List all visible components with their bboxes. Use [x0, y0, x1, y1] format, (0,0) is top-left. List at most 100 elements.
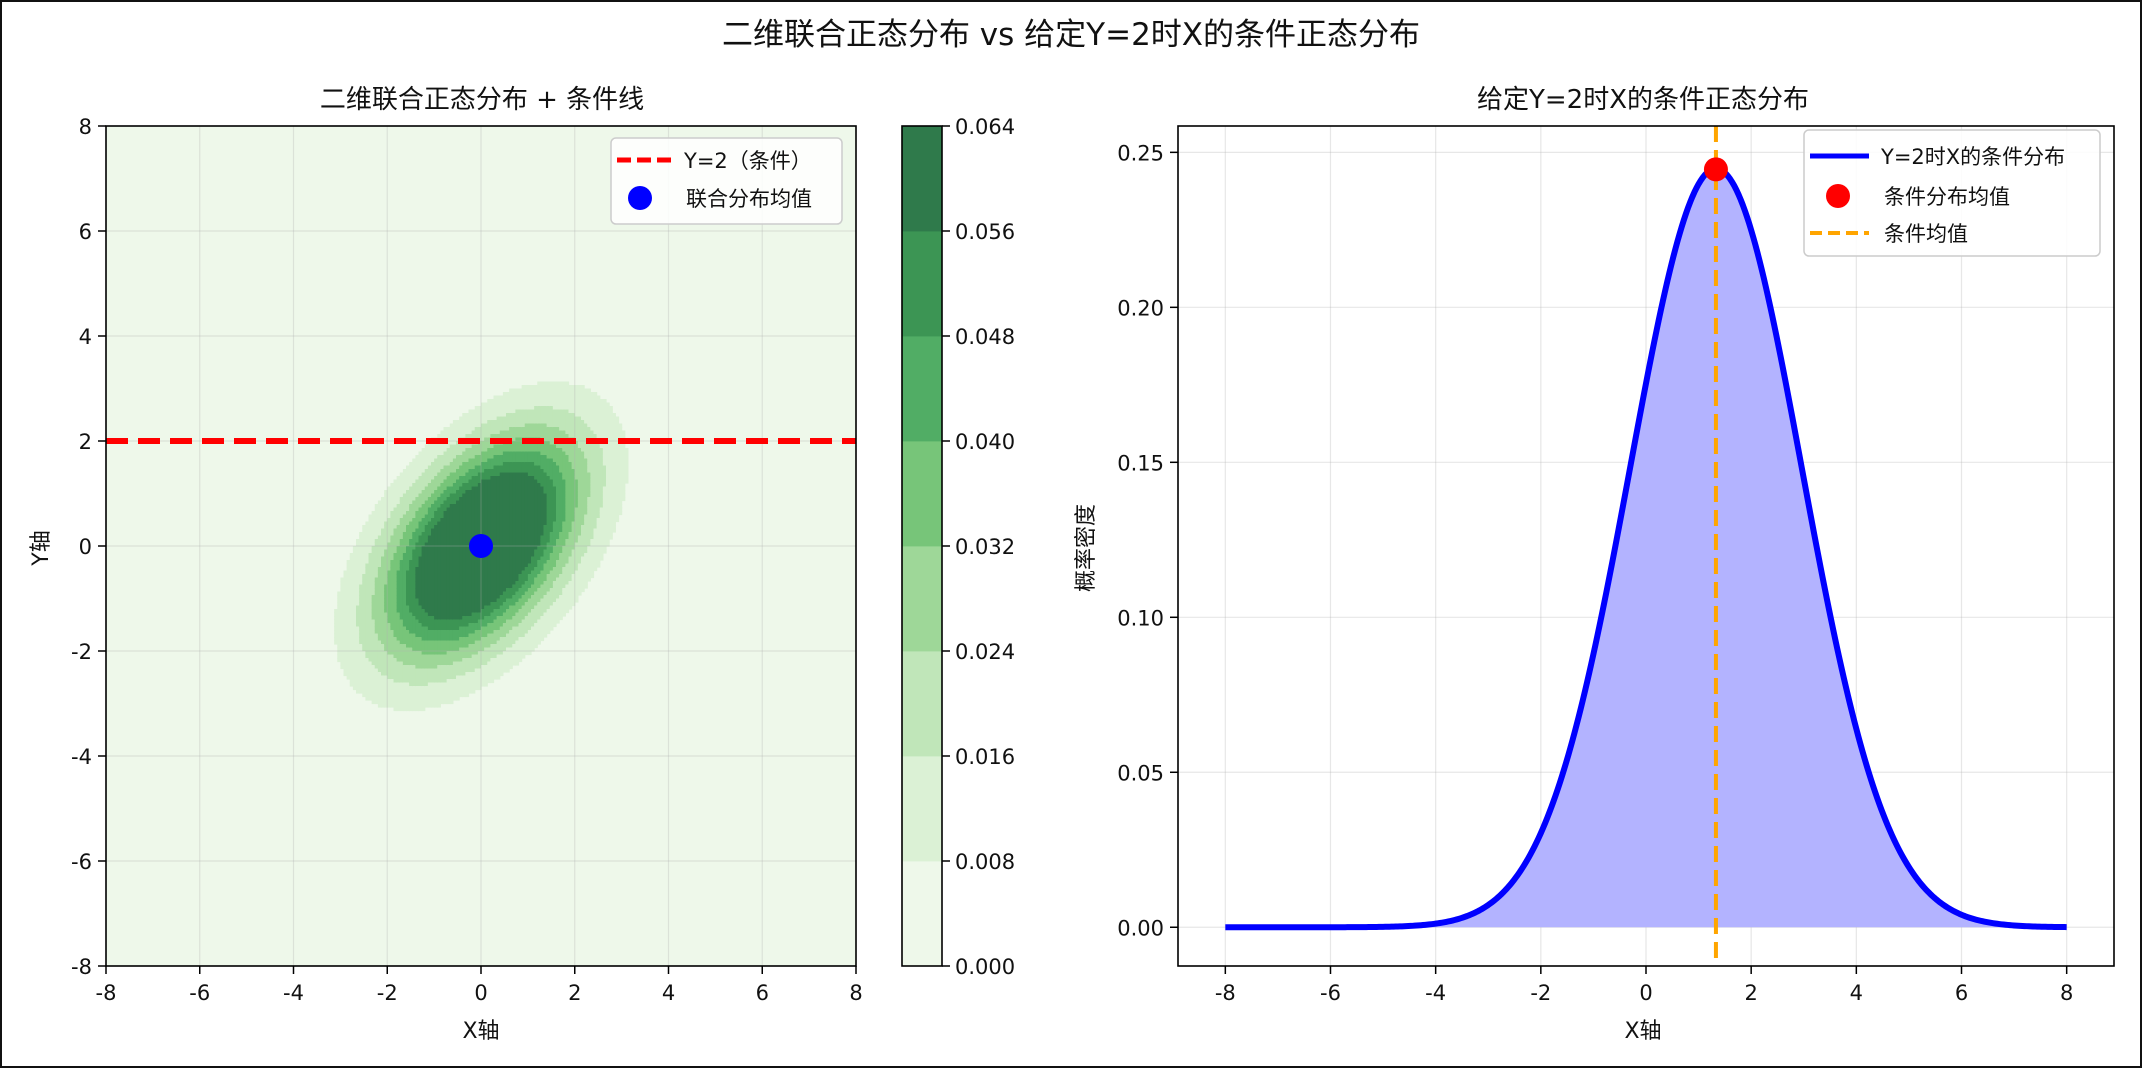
contour-cell	[506, 532, 510, 537]
contour-cell	[406, 563, 410, 568]
contour-cell	[390, 591, 395, 596]
contour-cell	[512, 651, 516, 656]
contour-cell	[446, 686, 451, 691]
contour-cell	[387, 633, 391, 638]
contour-cell	[502, 535, 507, 540]
contour-cell	[521, 630, 526, 635]
contour-cell	[390, 661, 395, 666]
contour-cell	[424, 549, 429, 554]
contour-cell	[368, 661, 373, 666]
contour-cell	[387, 679, 391, 684]
contour-cell	[352, 640, 357, 645]
contour-cell	[496, 469, 501, 474]
contour-cell	[534, 458, 538, 463]
contour-cell	[343, 605, 348, 610]
contour-cell	[365, 682, 370, 687]
contour-cell	[481, 560, 485, 565]
contour-cell	[531, 413, 535, 418]
contour-cell	[471, 416, 476, 421]
contour-cell	[396, 605, 401, 610]
contour-cell	[431, 469, 435, 474]
contour-cell	[493, 584, 498, 589]
contour-cell	[524, 511, 529, 516]
contour-cell	[437, 465, 441, 470]
contour-cell	[515, 637, 520, 642]
contour-cell	[546, 546, 551, 551]
contour-cell	[437, 616, 441, 621]
contour-cell	[434, 448, 438, 453]
contour-cell	[443, 497, 448, 502]
contour-cell	[409, 623, 413, 628]
contour-cell	[481, 448, 485, 453]
contour-cell	[352, 588, 357, 593]
contour-cell	[512, 504, 516, 509]
contour-cell	[418, 602, 423, 607]
contour-cell	[499, 413, 504, 418]
contour-cell	[390, 609, 395, 614]
contour-cell	[374, 612, 379, 617]
contour-cell	[427, 532, 432, 537]
contour-cell	[556, 406, 560, 411]
contour-cell	[371, 682, 376, 687]
contour-cell	[493, 588, 498, 593]
contour-cell	[402, 563, 407, 568]
contour-cell	[337, 633, 341, 638]
contour-cell	[352, 549, 357, 554]
contour-cell	[421, 581, 426, 586]
contour-cell	[424, 686, 429, 691]
contour-cell	[365, 616, 370, 621]
contour-cell	[481, 427, 485, 432]
contour-cell	[402, 682, 407, 687]
contour-cell	[365, 542, 370, 547]
contour-cell	[474, 609, 479, 614]
contour-cell	[334, 623, 338, 628]
contour-cell	[452, 637, 457, 642]
contour-cell	[490, 574, 495, 579]
contour-cell	[562, 388, 566, 393]
contour-cell	[477, 675, 482, 680]
contour-cell	[477, 430, 482, 435]
contour-cell	[462, 434, 466, 439]
contour-cell	[434, 651, 438, 656]
contour-cell	[446, 700, 451, 705]
contour-cell	[409, 700, 413, 705]
contour-cell	[418, 619, 423, 624]
contour-cell	[396, 483, 401, 488]
contour-cell	[390, 493, 395, 498]
contour-cell	[468, 665, 473, 670]
contour-cell	[440, 476, 445, 481]
contour-cell	[340, 619, 345, 624]
contour-cell	[456, 539, 460, 544]
contour-cell	[559, 528, 563, 533]
contour-cell	[524, 514, 529, 519]
contour-cell	[431, 556, 435, 561]
contour-cell	[506, 581, 510, 586]
contour-cell	[406, 521, 410, 526]
contour-cell	[443, 623, 448, 628]
contour-cell	[452, 675, 457, 680]
contour-cell	[443, 665, 448, 670]
contour-cell	[384, 584, 388, 589]
contour-cell	[546, 476, 551, 481]
contour-cell	[362, 525, 366, 530]
contour-cell	[368, 528, 373, 533]
contour-cell	[493, 420, 498, 425]
contour-cell	[506, 486, 510, 491]
contour-cell	[515, 528, 520, 533]
contour-cell	[406, 490, 410, 495]
contour-cell	[537, 626, 541, 631]
contour-cell	[546, 535, 551, 540]
contour-cell	[509, 528, 513, 533]
contour-cell	[427, 605, 432, 610]
contour-cell	[465, 661, 470, 666]
contour-cell	[396, 595, 401, 600]
contour-cell	[521, 430, 526, 435]
contour-cell	[518, 392, 523, 397]
contour-cell	[406, 675, 410, 680]
contour-cell	[531, 395, 535, 400]
contour-cell	[515, 392, 520, 397]
contour-cell	[421, 504, 426, 509]
contour-cell	[499, 479, 504, 484]
contour-cell	[540, 406, 545, 411]
contour-cell	[490, 535, 495, 540]
